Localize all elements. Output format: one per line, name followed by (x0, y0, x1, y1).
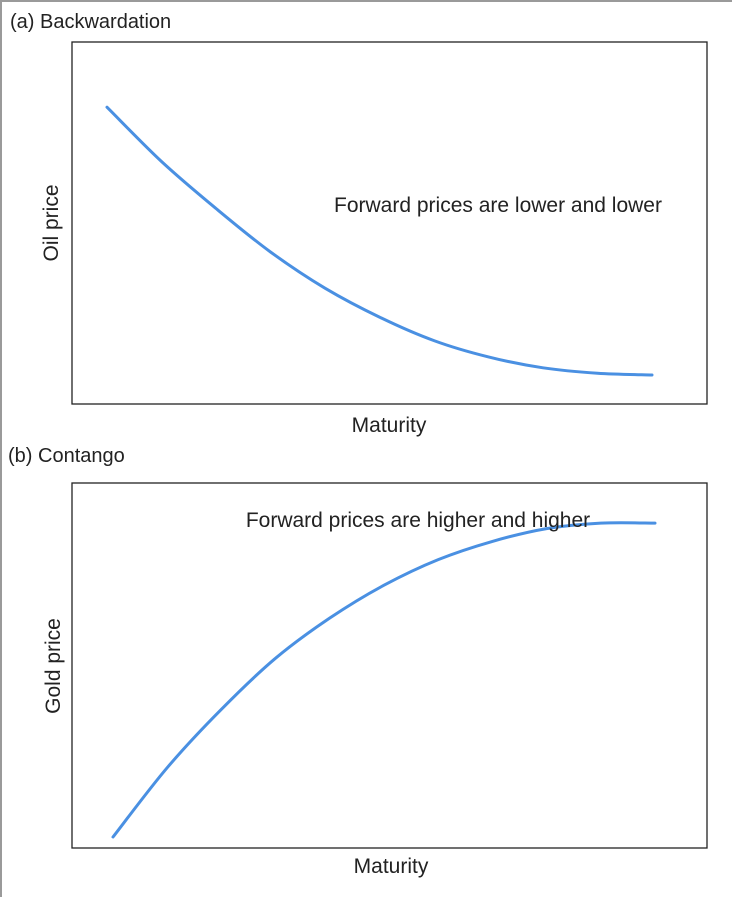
panel-b-plot-area (71, 482, 708, 849)
panel-a-series-line (105, 105, 654, 377)
panel-b-x-axis-label: Maturity (354, 855, 429, 878)
panel-b-title: (b) Contango (8, 445, 125, 467)
panel-b-annotation: Forward prices are higher and higher (246, 509, 590, 532)
panel-a-y-axis-label: Oil price (40, 184, 63, 261)
panel-a-annotation: Forward prices are lower and lower (334, 194, 662, 217)
panel-a-title: (a) Backwardation (10, 11, 171, 33)
panel-a-plot-area (71, 41, 708, 405)
panel-b-series-line (111, 521, 657, 839)
panel-contango: (b) Contango Forward prices are higher a… (8, 445, 708, 878)
panel-backwardation: (a) Backwardation Forward prices are low… (10, 11, 708, 437)
panel-b-y-axis-label: Gold price (42, 618, 65, 714)
panel-a-x-axis-label: Maturity (352, 414, 427, 437)
